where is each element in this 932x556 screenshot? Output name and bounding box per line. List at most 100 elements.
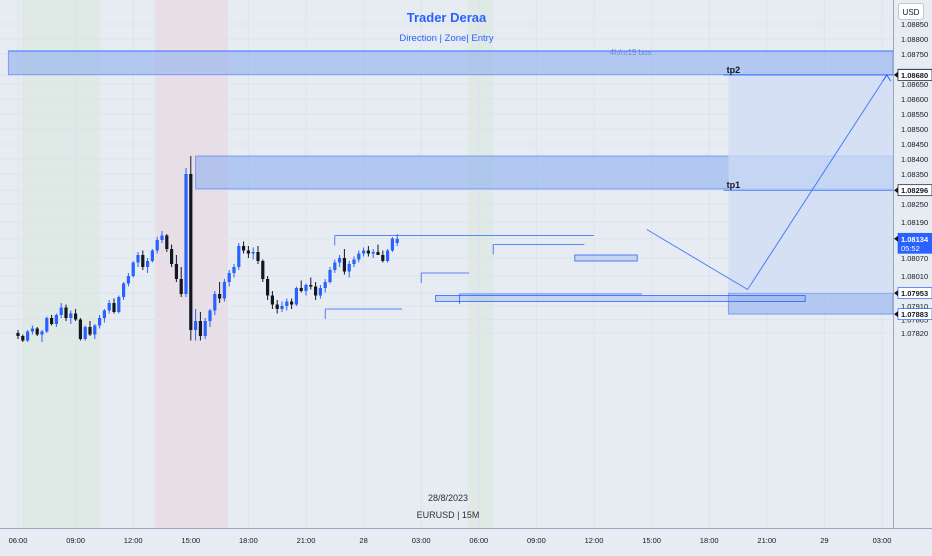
candle[interactable] (275, 300, 279, 314)
candle[interactable] (150, 249, 154, 263)
candle[interactable] (381, 250, 385, 263)
candle[interactable] (280, 301, 284, 313)
candle[interactable] (40, 330, 44, 342)
candle[interactable] (117, 295, 121, 314)
candle[interactable] (21, 334, 25, 343)
candle[interactable] (347, 261, 351, 278)
candles[interactable] (16, 156, 399, 343)
candle[interactable] (371, 249, 375, 258)
zone-label: 4h/m15 bos (610, 48, 652, 57)
candle-body (102, 310, 106, 318)
candle[interactable] (179, 267, 183, 297)
candle-body (352, 259, 356, 264)
candle[interactable] (299, 280, 303, 293)
candle[interactable] (376, 244, 380, 256)
candle[interactable] (189, 156, 193, 341)
candle[interactable] (198, 312, 202, 341)
candle[interactable] (318, 285, 322, 299)
candle[interactable] (338, 255, 342, 267)
candle[interactable] (59, 303, 63, 318)
candle-body (386, 250, 390, 261)
candle[interactable] (126, 273, 130, 287)
candle[interactable] (69, 310, 73, 325)
candle-body (88, 327, 92, 335)
candle[interactable] (141, 250, 145, 271)
candle[interactable] (390, 237, 394, 252)
candle[interactable] (366, 246, 370, 257)
price-tick-label: 1.08350 (901, 170, 928, 179)
candle[interactable] (213, 291, 217, 315)
time-tick-label: 03:00 (412, 536, 431, 545)
candle[interactable] (352, 256, 356, 268)
candle[interactable] (160, 231, 164, 243)
candle[interactable] (74, 309, 78, 321)
candle[interactable] (227, 270, 231, 287)
candle[interactable] (222, 279, 226, 302)
candle[interactable] (112, 298, 116, 314)
candle[interactable] (333, 259, 337, 274)
candle[interactable] (88, 321, 92, 336)
candle[interactable] (323, 279, 327, 293)
candle[interactable] (122, 282, 126, 300)
candle[interactable] (232, 264, 236, 278)
candle[interactable] (16, 330, 20, 339)
candle[interactable] (304, 283, 308, 296)
zone-small (574, 254, 638, 262)
candle[interactable] (54, 313, 58, 328)
candle[interactable] (146, 258, 150, 273)
candle[interactable] (290, 298, 294, 310)
candle[interactable] (357, 250, 361, 263)
candle[interactable] (342, 249, 346, 275)
candle-body (381, 255, 385, 261)
candle[interactable] (83, 325, 87, 341)
candle[interactable] (102, 309, 106, 323)
candle[interactable] (294, 286, 298, 307)
candle[interactable] (270, 291, 274, 309)
candle[interactable] (309, 277, 313, 290)
candle[interactable] (246, 246, 250, 258)
candle[interactable] (395, 234, 399, 246)
candle[interactable] (35, 327, 39, 336)
candle[interactable] (174, 255, 178, 282)
candle[interactable] (136, 252, 140, 267)
time-axis[interactable]: 06:00 09:00 12:00 15:00 18:00 21:00 28 03:00 06:… (0, 528, 932, 551)
candle[interactable] (256, 246, 260, 264)
candle-body (251, 252, 255, 254)
currency-button[interactable]: USD (898, 3, 924, 20)
candle[interactable] (266, 276, 270, 300)
candle[interactable] (30, 325, 34, 335)
candle-body (194, 321, 198, 330)
candle[interactable] (237, 243, 241, 270)
candle[interactable] (26, 330, 30, 342)
candle[interactable] (165, 234, 169, 252)
candle[interactable] (314, 282, 318, 300)
candle[interactable] (208, 309, 212, 327)
candle[interactable] (50, 315, 54, 326)
candle[interactable] (251, 247, 255, 260)
candle[interactable] (45, 316, 49, 334)
candle[interactable] (170, 244, 174, 268)
zone-zone (7, 50, 894, 76)
price-tick-label: 1.08500 (901, 125, 928, 134)
candle[interactable] (78, 318, 82, 341)
candle[interactable] (242, 241, 246, 254)
price-axis[interactable]: 1.07820 1.07865 1.07910 1.08010 1.08070 1.081… (893, 0, 932, 528)
candle[interactable] (386, 249, 390, 263)
candle[interactable] (107, 300, 111, 314)
candle[interactable] (285, 298, 289, 311)
candle[interactable] (218, 282, 222, 303)
candle[interactable] (328, 267, 332, 284)
candle[interactable] (131, 261, 135, 278)
candle[interactable] (64, 304, 68, 322)
candle[interactable] (155, 237, 159, 254)
candle-body (150, 250, 154, 261)
candle[interactable] (203, 318, 207, 339)
candle[interactable] (261, 259, 265, 283)
candle-body (261, 261, 265, 279)
candle[interactable] (93, 324, 97, 339)
candle[interactable] (98, 315, 102, 329)
candle[interactable] (194, 309, 198, 341)
candle[interactable] (184, 168, 188, 297)
candle[interactable] (362, 247, 366, 257)
